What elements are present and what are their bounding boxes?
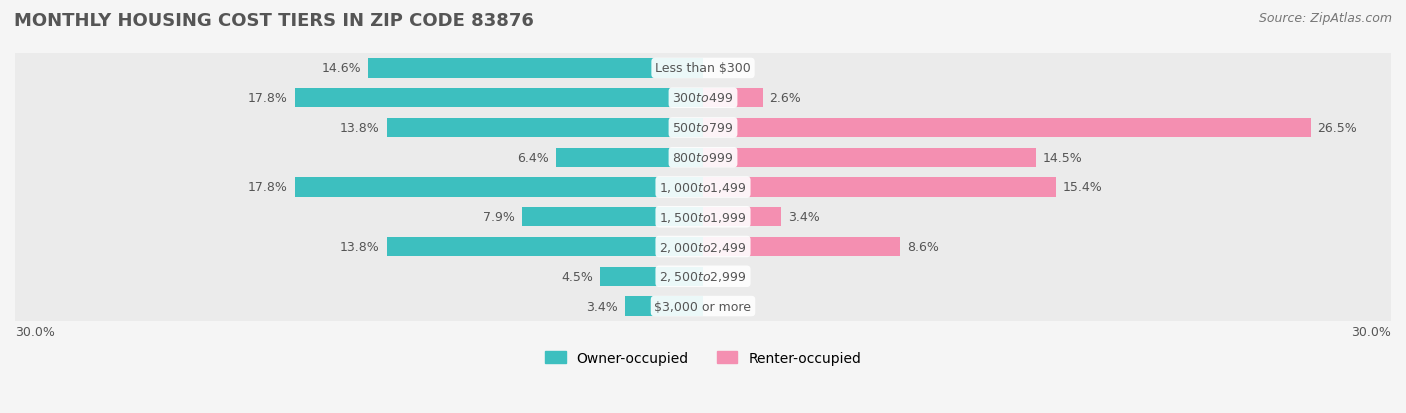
Bar	[15, 54, 1391, 83]
Text: Source: ZipAtlas.com: Source: ZipAtlas.com	[1258, 12, 1392, 25]
Bar	[703, 178, 1056, 197]
Text: $2,500 to $2,999: $2,500 to $2,999	[659, 270, 747, 284]
Bar	[703, 89, 762, 108]
Bar	[522, 208, 703, 227]
Text: 2.6%: 2.6%	[769, 92, 801, 105]
Bar	[626, 297, 703, 316]
Text: 8.6%: 8.6%	[907, 240, 939, 254]
Text: 3.4%: 3.4%	[586, 300, 619, 313]
Bar	[15, 262, 1391, 292]
Text: 17.8%: 17.8%	[247, 181, 288, 194]
Bar	[295, 89, 703, 108]
Bar	[15, 83, 1391, 113]
Text: 13.8%: 13.8%	[340, 122, 380, 135]
Bar	[703, 119, 1310, 138]
Bar	[703, 237, 900, 256]
Bar	[387, 119, 703, 138]
Text: 4.5%: 4.5%	[561, 270, 593, 283]
Text: $1,500 to $1,999: $1,500 to $1,999	[659, 210, 747, 224]
Text: 15.4%: 15.4%	[1063, 181, 1102, 194]
Bar	[703, 148, 1036, 168]
Bar	[703, 208, 780, 227]
Bar	[15, 232, 1391, 262]
Text: $3,000 or more: $3,000 or more	[655, 300, 751, 313]
Text: $1,000 to $1,499: $1,000 to $1,499	[659, 180, 747, 195]
Bar	[15, 173, 1391, 202]
Text: Less than $300: Less than $300	[655, 62, 751, 75]
Bar	[600, 267, 703, 286]
Text: 30.0%: 30.0%	[15, 325, 55, 339]
Bar	[295, 178, 703, 197]
Bar	[15, 113, 1391, 143]
Bar	[15, 292, 1391, 321]
Text: 3.4%: 3.4%	[787, 211, 820, 224]
Bar	[15, 202, 1391, 232]
Text: 6.4%: 6.4%	[517, 152, 550, 164]
Text: $2,000 to $2,499: $2,000 to $2,499	[659, 240, 747, 254]
Text: 17.8%: 17.8%	[247, 92, 288, 105]
Legend: Owner-occupied, Renter-occupied: Owner-occupied, Renter-occupied	[538, 345, 868, 370]
Bar	[368, 59, 703, 78]
Text: $500 to $799: $500 to $799	[672, 122, 734, 135]
Text: 14.5%: 14.5%	[1042, 152, 1083, 164]
Text: $300 to $499: $300 to $499	[672, 92, 734, 105]
Text: 13.8%: 13.8%	[340, 240, 380, 254]
Text: 26.5%: 26.5%	[1317, 122, 1357, 135]
Bar	[15, 143, 1391, 173]
Bar	[557, 148, 703, 168]
Text: MONTHLY HOUSING COST TIERS IN ZIP CODE 83876: MONTHLY HOUSING COST TIERS IN ZIP CODE 8…	[14, 12, 534, 30]
Text: 7.9%: 7.9%	[484, 211, 515, 224]
Text: 14.6%: 14.6%	[322, 62, 361, 75]
Bar	[387, 237, 703, 256]
Text: 30.0%: 30.0%	[1351, 325, 1391, 339]
Text: $800 to $999: $800 to $999	[672, 152, 734, 164]
